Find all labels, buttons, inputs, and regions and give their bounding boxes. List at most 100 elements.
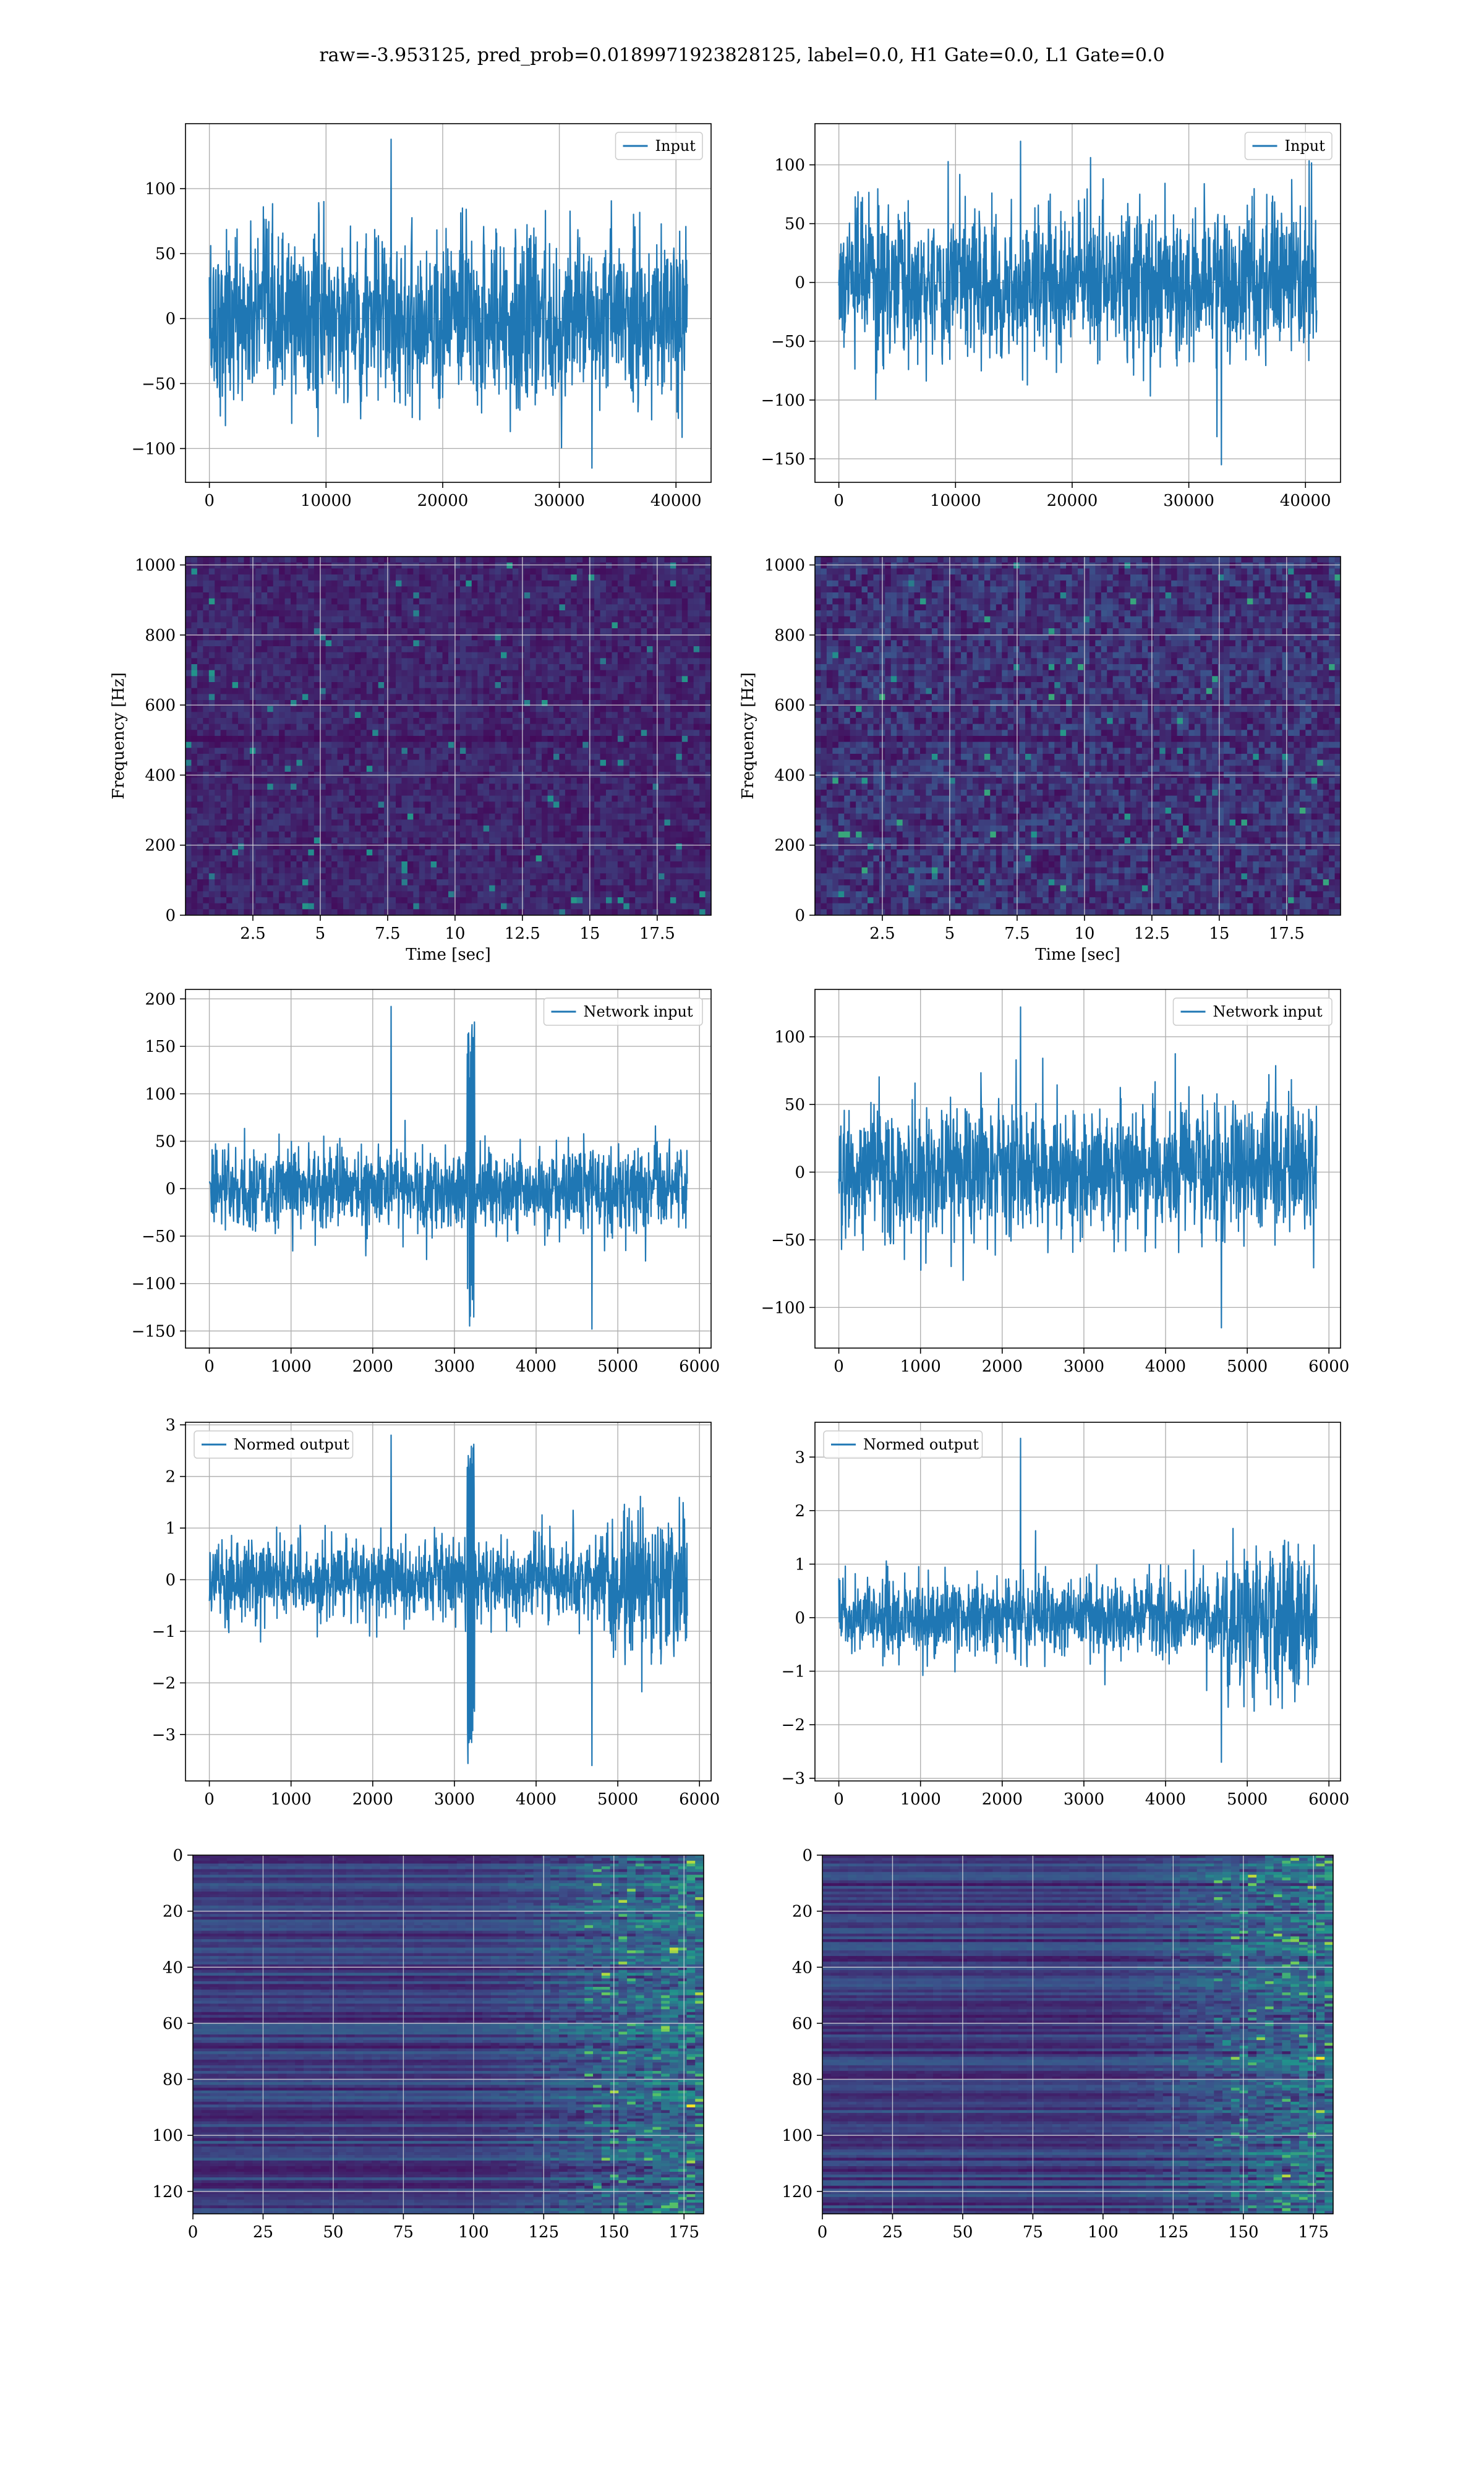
heat-cell bbox=[606, 766, 612, 772]
heat-cell bbox=[355, 622, 361, 628]
heat-cell bbox=[542, 682, 548, 688]
heat-cell bbox=[273, 736, 279, 742]
heat-cell bbox=[577, 808, 583, 814]
heat-cell bbox=[262, 742, 268, 748]
heat-cell bbox=[197, 832, 203, 838]
heat-cell bbox=[273, 868, 279, 874]
heat-cell bbox=[232, 814, 239, 820]
heat-cell bbox=[484, 843, 490, 850]
heat-cell bbox=[215, 652, 221, 659]
heat-cell bbox=[360, 599, 367, 605]
heat-cell bbox=[553, 563, 560, 569]
heat-cell bbox=[419, 617, 425, 623]
heat-cell bbox=[431, 801, 437, 808]
heat-cell bbox=[501, 801, 507, 808]
heat-cell bbox=[209, 850, 215, 856]
heat-cell bbox=[612, 783, 618, 790]
heat-cell bbox=[536, 843, 542, 850]
heat-cell bbox=[489, 783, 495, 790]
heat-cell bbox=[553, 706, 560, 712]
heat-cell bbox=[431, 652, 437, 659]
heat-cell bbox=[314, 790, 320, 796]
heat-cell bbox=[571, 640, 577, 646]
heat-cell bbox=[676, 706, 682, 712]
heat-cell bbox=[186, 610, 192, 617]
heat-cell bbox=[466, 730, 472, 736]
heat-cell bbox=[618, 557, 624, 563]
heat-cell bbox=[401, 574, 407, 581]
heat-cell bbox=[384, 873, 390, 879]
heat-cell bbox=[460, 599, 466, 605]
heat-cell bbox=[338, 814, 344, 820]
heat-cell bbox=[518, 640, 524, 646]
heat-cell bbox=[285, 581, 291, 587]
heat-cell bbox=[506, 724, 513, 730]
heat-cell bbox=[542, 855, 548, 861]
heat-cell bbox=[215, 557, 221, 563]
heat-cell bbox=[472, 808, 478, 814]
heat-cell bbox=[565, 599, 571, 605]
heat-cell bbox=[664, 754, 670, 760]
heat-cell bbox=[506, 670, 513, 677]
heat-cell bbox=[437, 574, 443, 581]
heat-cell bbox=[197, 628, 203, 634]
heat-cell bbox=[518, 855, 524, 861]
heat-cell bbox=[407, 790, 414, 796]
heat-cell bbox=[390, 652, 396, 659]
heat-cell bbox=[372, 850, 378, 856]
heat-cell bbox=[331, 790, 338, 796]
heat-cell bbox=[443, 790, 449, 796]
heat-cell bbox=[262, 664, 268, 670]
heat-cell bbox=[372, 628, 378, 634]
heat-cell bbox=[314, 604, 320, 610]
heat-cell bbox=[641, 586, 647, 592]
heat-cell bbox=[542, 766, 548, 772]
heat-cell bbox=[484, 586, 490, 592]
heat-cell bbox=[285, 712, 291, 718]
heat-cell bbox=[472, 736, 478, 742]
heat-cell bbox=[489, 664, 495, 670]
heat-cell bbox=[255, 832, 262, 838]
heat-cell bbox=[221, 742, 227, 748]
heat-cell bbox=[688, 586, 694, 592]
heat-cell bbox=[302, 563, 309, 569]
heat-cell bbox=[437, 658, 443, 664]
heat-cell bbox=[571, 610, 577, 617]
heat-cell bbox=[390, 670, 396, 677]
heat-cell bbox=[367, 604, 373, 610]
heat-cell bbox=[536, 586, 542, 592]
heat-cell bbox=[197, 664, 203, 670]
heat-cell bbox=[466, 599, 472, 605]
heat-cell bbox=[694, 676, 700, 682]
heat-cell bbox=[355, 568, 361, 574]
heat-cell bbox=[513, 586, 519, 592]
heat-cell bbox=[477, 801, 484, 808]
heat-cell bbox=[343, 568, 349, 574]
heat-cell bbox=[688, 664, 694, 670]
heat-cell bbox=[320, 843, 326, 850]
heat-cell bbox=[267, 706, 273, 712]
heat-cell bbox=[606, 718, 612, 724]
heat-cell bbox=[548, 592, 554, 599]
heat-cell bbox=[407, 724, 414, 730]
heat-cell bbox=[191, 712, 197, 718]
heat-cell bbox=[472, 801, 478, 808]
heat-cell bbox=[355, 783, 361, 790]
heat-cell bbox=[419, 808, 425, 814]
heat-cell bbox=[372, 682, 378, 688]
heat-cell bbox=[267, 843, 273, 850]
heat-cell bbox=[279, 581, 285, 587]
heat-cell bbox=[232, 646, 239, 652]
heat-cell bbox=[460, 628, 466, 634]
heat-cell bbox=[267, 718, 273, 724]
heat-cell bbox=[407, 801, 414, 808]
heat-cell bbox=[513, 754, 519, 760]
heat-cell bbox=[372, 748, 378, 754]
heat-cell bbox=[676, 628, 682, 634]
heat-cell bbox=[443, 694, 449, 700]
heat-cell bbox=[308, 712, 314, 718]
heat-cell bbox=[232, 682, 239, 688]
heat-cell bbox=[244, 652, 250, 659]
heat-cell bbox=[437, 610, 443, 617]
heat-cell bbox=[506, 778, 513, 784]
